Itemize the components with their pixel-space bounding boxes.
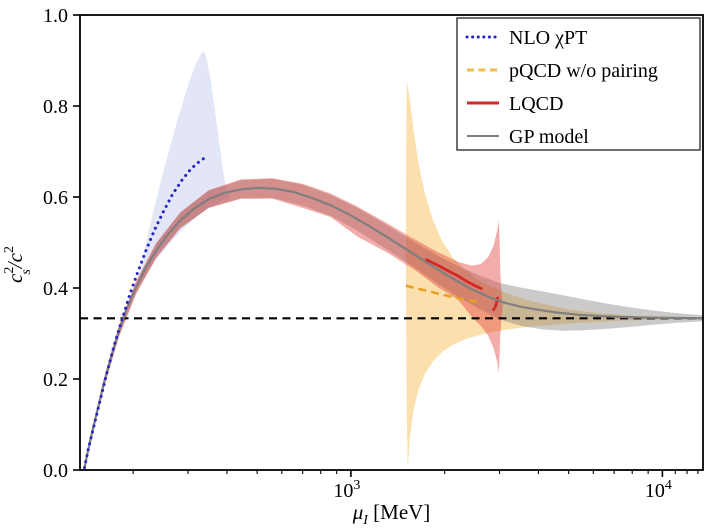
pqcd-line — [405, 284, 479, 304]
legend-entry-1: NLO χPT — [465, 27, 587, 49]
gp-model-uncertainty-band — [84, 178, 703, 470]
pqcd-uncertainty-band — [405, 81, 703, 468]
legend-box — [456, 17, 701, 151]
x-axis-label: μI [MeV] — [352, 500, 431, 528]
legend-entry-3: LQCD — [467, 93, 563, 115]
plot-area — [80, 51, 703, 470]
nlo-chipt-line — [83, 157, 205, 470]
legend-label: LQCD — [509, 93, 563, 115]
legend: NLO χPT pQCD w/o pairing LQCD GP model — [456, 17, 701, 151]
x-tick-label: 104 — [645, 478, 672, 502]
legend-label: GP model — [509, 126, 589, 148]
y-tick-label: 0.2 — [43, 369, 68, 391]
nlo-chipt-uncertainty-band — [136, 51, 231, 289]
y-tick-label: 0.0 — [43, 460, 68, 482]
y-tick-label: 0.8 — [43, 96, 68, 118]
y-tick-label: 1.0 — [43, 5, 68, 27]
y-tick-label: 0.4 — [43, 278, 68, 300]
y-axis-label: c2 s/c2 — [2, 246, 34, 283]
y-tick-label: 0.6 — [43, 187, 68, 209]
legend-entry-2: pQCD w/o pairing — [467, 60, 658, 82]
lqcd-line — [425, 258, 483, 290]
axes-frame — [79, 14, 704, 471]
x-axis: 103 104 — [132, 470, 699, 502]
y-axis: 0.0 0.2 0.4 0.6 0.8 1.0 — [43, 5, 80, 482]
lqcd-uncertainty-band — [84, 178, 503, 470]
x-tick-label: 103 — [333, 478, 360, 502]
legend-label: pQCD w/o pairing — [509, 60, 658, 82]
legend-entry-4: GP model — [467, 126, 589, 148]
legend-label: NLO χPT — [509, 27, 587, 49]
